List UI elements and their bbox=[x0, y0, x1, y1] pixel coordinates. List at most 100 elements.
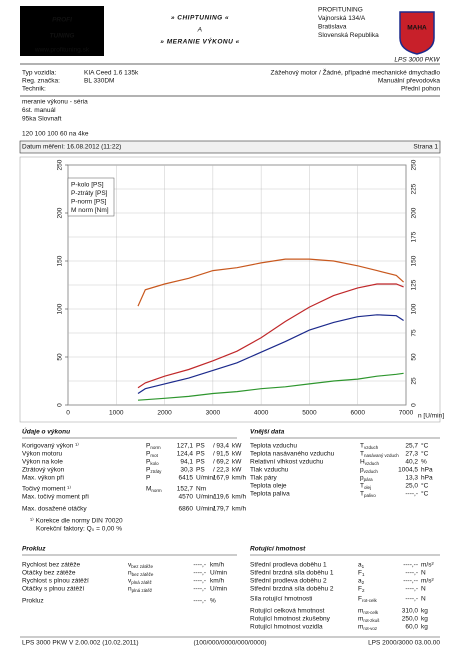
symbol-sub: palivo bbox=[364, 493, 376, 498]
x-tick-label: 0 bbox=[66, 410, 70, 417]
row-separator: / bbox=[213, 467, 215, 474]
row-value: ----,- bbox=[405, 596, 418, 603]
vehicle-field: Přední pohon bbox=[401, 86, 440, 93]
row-unit: kW bbox=[232, 459, 242, 466]
symbol-sub: pára bbox=[364, 477, 374, 482]
header-title: » MERANIE VÝKONU « bbox=[160, 37, 239, 46]
symbol-sub: bez zátěže bbox=[132, 572, 154, 577]
x-tick-label: 2000 bbox=[157, 410, 172, 417]
row-value: 94,1 bbox=[180, 459, 193, 466]
row-value: 152,7 bbox=[177, 486, 194, 493]
row-label: Rotující hmotnost zkušebny bbox=[250, 616, 331, 623]
vehicle-field: Typ vozidla: bbox=[22, 70, 57, 77]
row-value: ----,- bbox=[193, 586, 206, 593]
row-unit: km/h bbox=[232, 475, 246, 482]
row-unit: U/min bbox=[210, 586, 227, 593]
row-value: ----,- bbox=[193, 570, 206, 577]
row-value: 124,4 bbox=[177, 451, 194, 458]
row-unit: °C bbox=[421, 450, 429, 458]
y2-tick-label: 250 bbox=[411, 159, 418, 170]
row-value: ----,- bbox=[405, 491, 418, 498]
row-unit: km/h bbox=[232, 506, 246, 513]
row-value: ----,- bbox=[405, 570, 418, 577]
row-label: Rotující celková hmotnost bbox=[250, 608, 325, 615]
x-tick-label: 1000 bbox=[109, 410, 124, 417]
x-axis-label: n [U/min] bbox=[418, 413, 444, 420]
note: 95ka Slovnaft bbox=[22, 116, 62, 123]
y-tick-label: 200 bbox=[57, 207, 64, 218]
series-line bbox=[137, 258, 405, 307]
symbol: Mnorm bbox=[146, 486, 162, 493]
symbol-sub: 1 bbox=[362, 564, 365, 569]
row-label: Střední brzdná síla doběhu 1 bbox=[250, 570, 334, 577]
row-label: Střední prodleva doběhu 1 bbox=[250, 562, 327, 569]
row-label: Teplota nasávaného vzduchu bbox=[250, 451, 335, 458]
row-label: Výkon motoru bbox=[22, 451, 62, 458]
note: 120 100 100 60 na 4ke bbox=[22, 131, 89, 138]
y2-tick-label: 225 bbox=[411, 183, 418, 194]
series-line bbox=[137, 372, 404, 401]
symbol: Tpalivo bbox=[360, 491, 376, 498]
row-separator: / bbox=[213, 443, 215, 450]
legend-box bbox=[67, 177, 115, 217]
symbol: a1 bbox=[358, 562, 365, 569]
row-unit: km/h bbox=[210, 562, 224, 569]
symbol: Pnorm bbox=[146, 443, 161, 450]
footnote: ¹⁾ Korekce dle normy DIN 70020 bbox=[30, 517, 123, 525]
row-value: ----,- bbox=[193, 578, 206, 585]
symbol: vplná zátěž bbox=[128, 578, 153, 585]
symbol-sub: mot bbox=[150, 453, 158, 458]
symbol-sub: rot-zkuš bbox=[363, 618, 380, 623]
vehicle-field: Zážehový motor / Žádné, případné mechani… bbox=[271, 68, 441, 77]
row-value: 6415 bbox=[179, 475, 194, 482]
symbol: P bbox=[146, 475, 150, 482]
y2-tick-label: 25 bbox=[411, 377, 418, 385]
date: Datum měření: 16.08.2012 (11:22) bbox=[22, 144, 121, 151]
symbol-sub: ztráty bbox=[150, 469, 162, 474]
row-value: 4570 bbox=[179, 494, 194, 501]
row-unit: % bbox=[421, 459, 427, 466]
row-unit: km/h bbox=[210, 578, 224, 585]
symbol-sub: 1 bbox=[362, 572, 365, 577]
row-value: 167,9 bbox=[213, 475, 230, 482]
row-unit: m/s² bbox=[421, 578, 434, 585]
y2-tick-label: 50 bbox=[411, 353, 418, 361]
symbol: nplná zátěž bbox=[128, 586, 153, 593]
y-tick-label: 150 bbox=[57, 255, 64, 266]
row-value: 310,0 bbox=[402, 608, 419, 615]
row-label: Otáčky bez zátěže bbox=[22, 570, 76, 577]
section-title: Údaje o výkonu bbox=[22, 427, 70, 436]
symbol-sub: kolo bbox=[150, 461, 159, 466]
row-unit: PS bbox=[196, 451, 205, 458]
row-label: Výkon na kole bbox=[22, 459, 63, 466]
symbol: Pkolo bbox=[146, 459, 159, 466]
symbol-sub: bez zátěže bbox=[131, 564, 153, 569]
row-value: 13,3 bbox=[405, 475, 418, 482]
brand: MAHA bbox=[407, 25, 427, 32]
row-label: Max. točivý moment při bbox=[22, 494, 89, 501]
row-value: 69,2 bbox=[216, 459, 229, 466]
logo-box bbox=[20, 6, 104, 56]
x-tick-label: 5000 bbox=[302, 410, 317, 417]
symbol-sub: vzduch bbox=[365, 461, 380, 466]
row-value: ----,-- bbox=[403, 578, 418, 585]
y-tick-label: 50 bbox=[57, 353, 64, 361]
row-unit: U/min bbox=[210, 570, 227, 577]
row-value: 40,2 bbox=[405, 459, 418, 466]
row-unit: m/s² bbox=[421, 562, 434, 569]
row-separator: / bbox=[213, 459, 215, 466]
symbol: Hvzduch bbox=[360, 459, 379, 466]
y-tick-label: 100 bbox=[57, 303, 64, 314]
row-unit: N bbox=[421, 570, 426, 577]
company-line: PROFITUNING bbox=[318, 7, 363, 14]
symbol-sub: norm bbox=[151, 488, 162, 493]
symbol-sub: rot-celk bbox=[362, 598, 378, 603]
symbol: nbez zátěže bbox=[128, 570, 154, 577]
row-label: Střední brzdná síla doběhu 2 bbox=[250, 586, 334, 593]
note: 6st. manuál bbox=[22, 107, 56, 114]
row-value: 119,6 bbox=[213, 494, 229, 501]
company-line: Slovenská Republika bbox=[318, 32, 379, 39]
section-title: Prokluz bbox=[22, 546, 46, 553]
legend-entry: M norm [Nm] bbox=[71, 207, 109, 214]
row-unit: PS bbox=[196, 467, 205, 474]
